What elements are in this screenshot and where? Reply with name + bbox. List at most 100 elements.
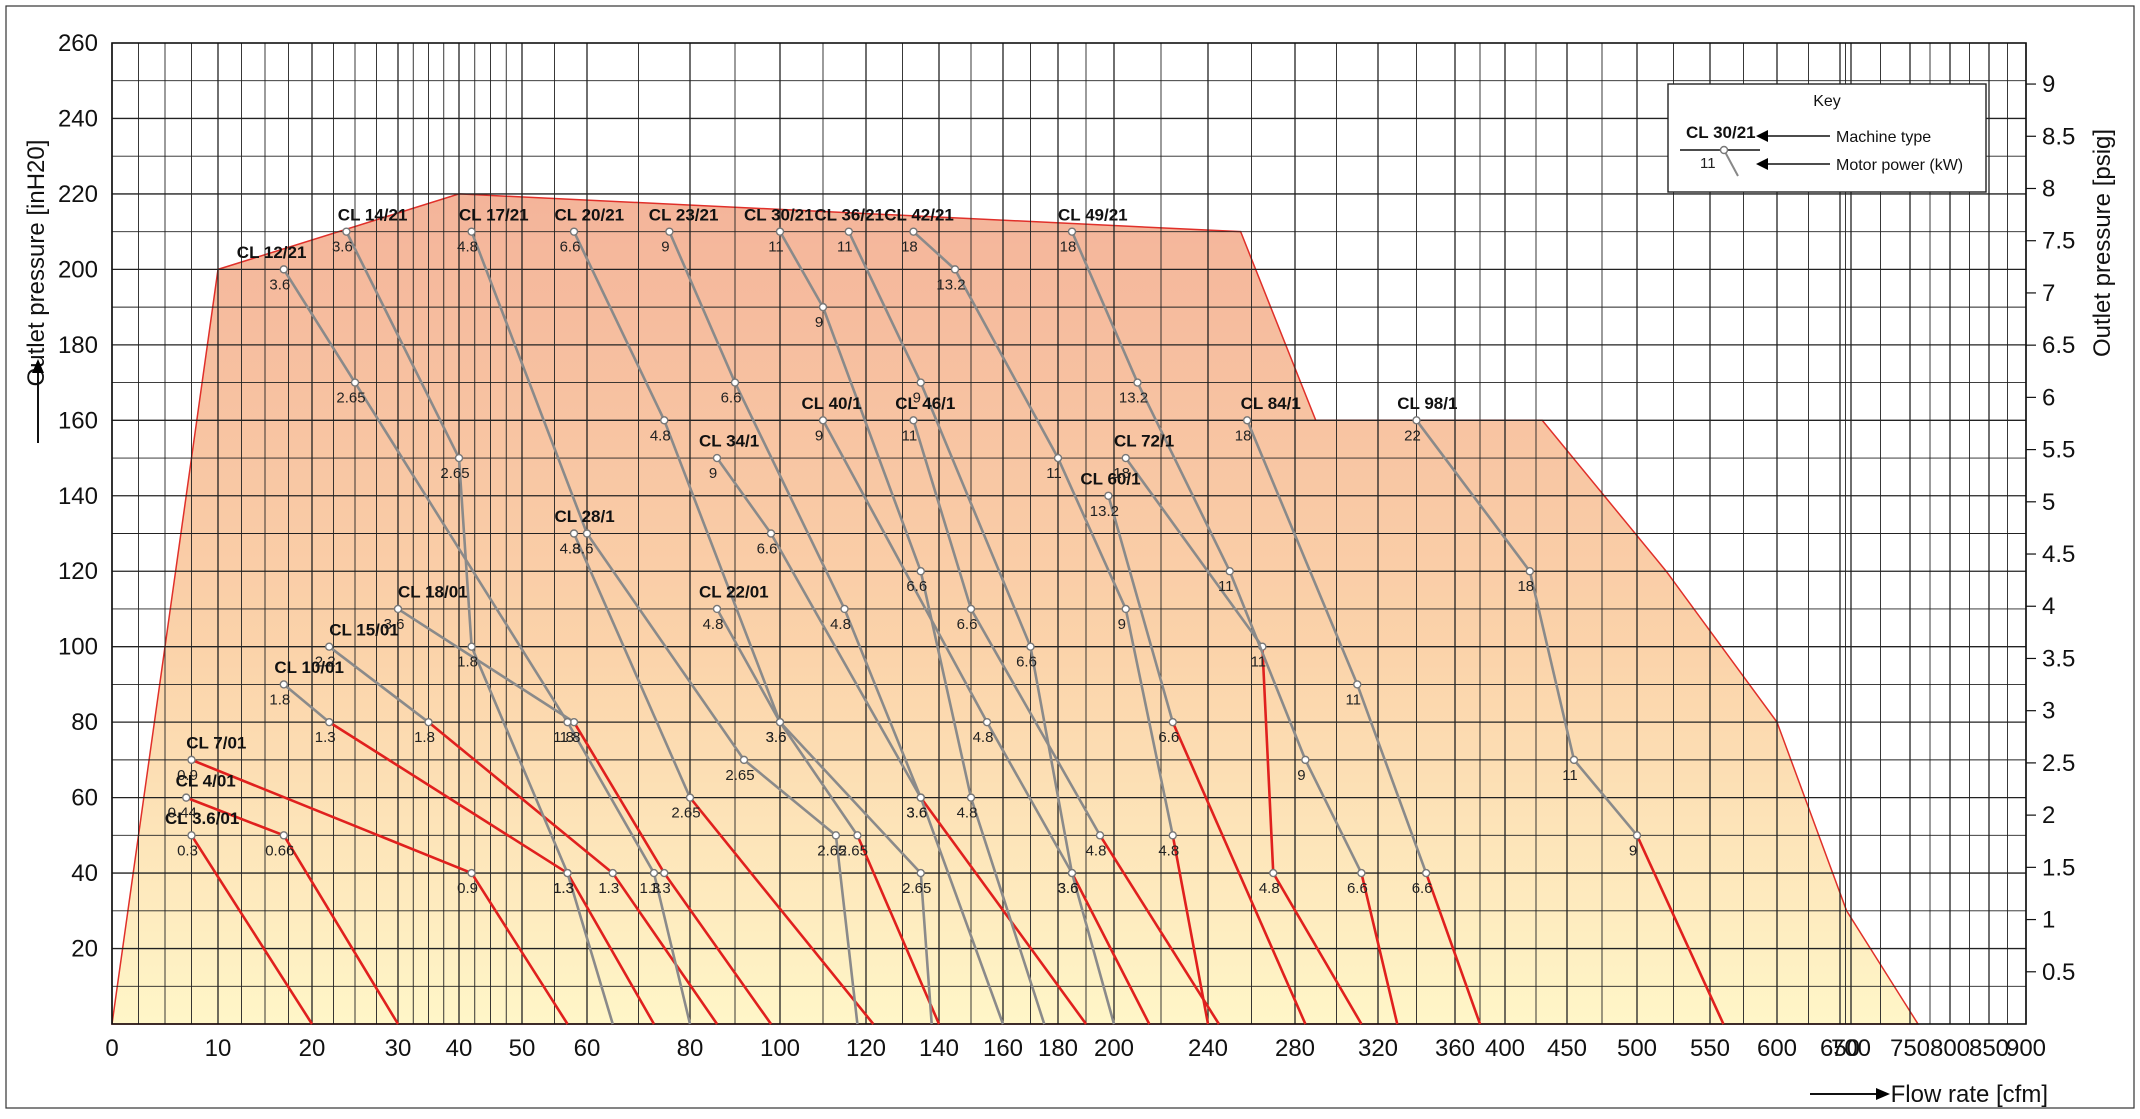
y-right-tick-label: 4 [2042, 593, 2055, 620]
key-arrowhead-power [1756, 158, 1768, 170]
motor-power-label: 2.65 [671, 805, 700, 822]
y-tick-label: 260 [58, 30, 98, 57]
machine-type-label: CL 14/21 [338, 205, 408, 224]
curve-3-gray [282, 683, 331, 724]
key-machine-label: Machine type [1836, 129, 1931, 146]
x-axis-arrowhead [1876, 1088, 1890, 1100]
curve-point [1121, 453, 1130, 463]
curve-7-red [688, 796, 875, 1025]
motor-power-label: 11 [768, 239, 784, 256]
curve-point [393, 604, 403, 614]
plot-border [111, 42, 2027, 1025]
curve-point [1632, 831, 1642, 840]
curve-11-gray [1107, 495, 1175, 723]
curve-point [1104, 491, 1113, 500]
y-axis-title-left: Outlet pressure [inH20] [23, 140, 50, 387]
curve-point [1133, 378, 1142, 387]
y-right-tick-label: 0.5 [2042, 959, 2075, 986]
y-right-tick-label: 4.5 [2042, 541, 2075, 568]
motor-power-label: 6.6 [560, 239, 581, 256]
curve-point [279, 265, 288, 274]
machine-type-label: CL 60/1 [1080, 469, 1140, 488]
x-tick-label: 800 [1930, 1035, 1970, 1062]
curve-point [325, 642, 334, 651]
curve-point [649, 868, 659, 878]
y-tick-label: 220 [58, 181, 98, 208]
curve-point [766, 529, 776, 538]
y-right-tick-label: 6.5 [2042, 332, 2075, 359]
motor-power-label: 0.66 [265, 842, 294, 859]
y-right-tick-label: 2.5 [2042, 750, 2075, 777]
y-tick-label: 160 [58, 407, 98, 434]
motor-power-label: 11 [837, 239, 853, 256]
curve-point [467, 868, 476, 878]
x-tick-label: 0 [105, 1035, 118, 1062]
motor-power-label: 6.6 [1158, 729, 1179, 746]
motor-power-label: 1.8 [269, 691, 290, 708]
curve-point [569, 227, 579, 236]
x-tick-label: 900 [2006, 1035, 2046, 1062]
curve-point [775, 227, 785, 236]
curve-point [350, 378, 360, 387]
motor-power-label: 6.6 [721, 390, 742, 407]
curve-point [1301, 755, 1310, 765]
x-tick-label: 20 [299, 1035, 326, 1062]
machine-type-label: CL 7/01 [186, 734, 246, 753]
machine-type-label: CL 23/21 [649, 205, 719, 224]
motor-power-label: 13.2 [1090, 503, 1119, 520]
curve-point [1421, 868, 1431, 878]
curve-point [1168, 717, 1177, 727]
curve-point [1225, 567, 1234, 576]
y-right-tick-label: 7.5 [2042, 228, 2075, 255]
motor-power-label: 9 [1297, 767, 1305, 784]
key-power-label: Motor power (kW) [1836, 157, 1963, 174]
motor-power-label: 13.2 [936, 276, 965, 293]
curve-point [424, 717, 433, 727]
motor-power-label: 1.3 [553, 880, 574, 897]
motor-power-label: 6.6 [1412, 880, 1433, 897]
y-right-tick-label: 8.5 [2042, 123, 2075, 150]
curve-23-red [1360, 872, 1399, 1025]
key-sample-curve [1723, 149, 1739, 177]
x-tick-label: 140 [919, 1035, 959, 1062]
curve-point [569, 529, 579, 538]
motor-power-label: 4.8 [560, 541, 581, 558]
motor-power-label: 2.65 [902, 880, 931, 897]
machine-type-label: CL 84/1 [1241, 394, 1301, 413]
y-tick-label: 180 [58, 332, 98, 359]
motor-power-label: 3.6 [906, 805, 927, 822]
machine-type-label: CL 49/21 [1058, 205, 1128, 224]
curve-point [1067, 227, 1077, 236]
motor-power-label: 1.3 [598, 880, 619, 897]
x-tick-label: 60 [574, 1035, 601, 1062]
curve-point [467, 227, 476, 236]
x-tick-label: 180 [1038, 1035, 1078, 1062]
motor-power-label: 6.6 [1347, 880, 1368, 897]
machine-type-label: CL 40/1 [802, 394, 862, 413]
motor-power-label: 3.6 [906, 805, 927, 822]
motor-power-label: 4.8 [650, 427, 671, 444]
motor-power-label: 0.3 [177, 842, 198, 859]
motor-power-label: 1.8 [457, 654, 478, 671]
motor-power-label: 4.8 [973, 729, 994, 746]
machine-type-label: CL 98/1 [1397, 394, 1457, 413]
key-title: Key [1813, 93, 1841, 110]
key-sample-point [1719, 145, 1729, 155]
curve-point [665, 227, 674, 236]
machine-type-label: CL 15/01 [329, 620, 399, 639]
machine-type-label: CL 17/21 [459, 205, 529, 224]
curve-point [660, 416, 669, 425]
curve-point [712, 453, 722, 463]
motor-power-label: 3.6 [384, 616, 405, 633]
curve-9-red [1070, 872, 1151, 1025]
machine-type-label: CL 34/1 [699, 432, 759, 451]
y-tick-label: 100 [58, 634, 98, 661]
curve-point [187, 831, 196, 840]
motor-power-label: 3.6 [1058, 880, 1079, 897]
x-tick-label: 500 [1617, 1035, 1657, 1062]
x-tick-label: 850 [1969, 1035, 2009, 1062]
motor-power-label: 9 [1118, 616, 1126, 633]
motor-power-label: 4.8 [1086, 842, 1107, 859]
motor-power-label: 18 [1235, 427, 1252, 444]
x-tick-label: 120 [846, 1035, 886, 1062]
